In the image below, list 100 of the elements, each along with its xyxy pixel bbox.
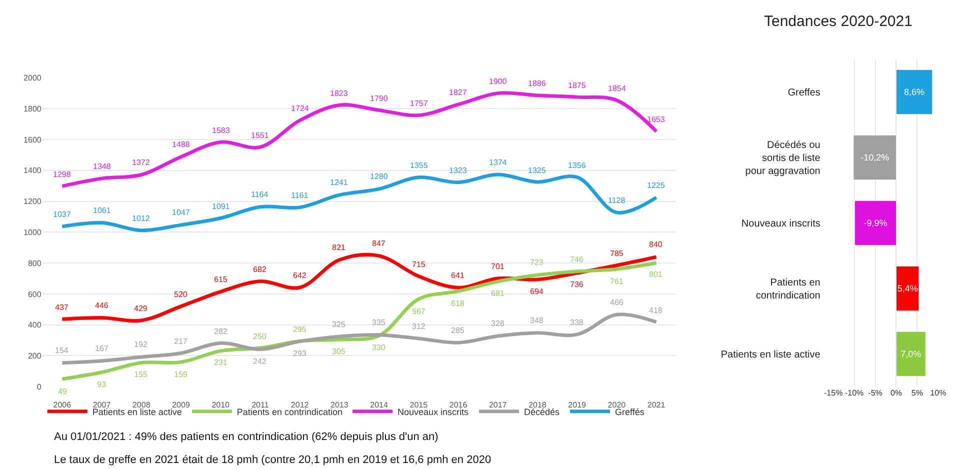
chart-title: Tendances 2020-2021	[764, 13, 912, 30]
data-label: 761	[610, 277, 624, 286]
data-label: 1012	[132, 214, 150, 223]
data-label: 1900	[489, 77, 508, 86]
data-label: 1225	[647, 181, 666, 190]
text: Le taux de greffe en 2021 était de 18 pmh (contre 20,1 pmh en 2019 et 16,6 pmh en 2020	[54, 454, 492, 466]
data-label: 1161	[291, 191, 309, 200]
data-label: 1488	[172, 140, 190, 149]
data-label: 5,4%	[897, 283, 918, 294]
data-label: 615	[214, 275, 228, 284]
y-tick-label: 1400	[24, 166, 42, 176]
data-label: 192	[134, 340, 148, 349]
data-label: 520	[174, 290, 188, 299]
legend-label: Décédés	[524, 406, 560, 417]
data-label: 312	[412, 322, 426, 331]
data-label: 821	[332, 243, 346, 252]
data-label: 1374	[489, 158, 508, 167]
bar	[853, 135, 896, 180]
data-label: 1823	[330, 89, 348, 98]
data-label: -10,2%	[860, 152, 890, 163]
data-label: 1047	[172, 208, 190, 217]
data-label: 1724	[291, 104, 310, 113]
y-tick-label: 0	[36, 382, 42, 392]
data-label: 1348	[93, 162, 112, 171]
data-label: 1583	[212, 126, 230, 135]
y-tick-label: 200	[28, 352, 42, 361]
data-label: 155	[134, 370, 148, 379]
data-label: 330	[372, 343, 386, 352]
data-label: 1091	[212, 202, 230, 211]
data-label: 231	[214, 358, 228, 367]
data-label: 429	[134, 304, 148, 313]
data-label: 618	[451, 299, 465, 308]
data-label: 1325	[528, 166, 546, 175]
text: Au 01/01/2021 : 49% des patients en contrindication (62% depuis plus d'un an)	[54, 431, 438, 443]
x-tick-label: 2010	[212, 400, 230, 410]
x-tick-label: 2014	[370, 400, 388, 410]
data-label: 840	[649, 240, 663, 249]
data-label: 295	[293, 325, 307, 334]
data-label: 1241	[330, 178, 348, 187]
y-tick-label: 800	[28, 258, 42, 268]
data-label: 1854	[608, 84, 626, 93]
data-label: 642	[293, 271, 307, 280]
data-label: 335	[372, 318, 386, 327]
data-label: 167	[95, 344, 109, 353]
x-tick-label: 2006	[53, 400, 72, 410]
data-label: 348	[530, 316, 544, 325]
data-label: 466	[610, 298, 624, 307]
data-label: 1128	[608, 196, 626, 205]
data-label: 681	[491, 289, 505, 298]
data-label: 701	[491, 262, 505, 271]
y-tick-label: 1000	[24, 228, 42, 237]
y-tick-label: Nouveaux inscrits	[741, 218, 820, 230]
data-label: 1886	[528, 79, 546, 88]
data-label: 682	[253, 265, 267, 274]
y-tick-label: 2000	[24, 74, 42, 83]
bar	[896, 331, 926, 376]
data-label: 217	[174, 337, 188, 346]
data-label: 7,0%	[900, 348, 922, 359]
x-tick-label: 5%	[911, 388, 923, 398]
data-label: 785	[610, 249, 624, 258]
data-label: 1355	[410, 161, 428, 170]
x-tick-label: 2017	[488, 400, 508, 410]
x-tick-label: -10%	[844, 388, 864, 398]
data-label: 1790	[370, 94, 388, 103]
y-tick-label: 600	[28, 290, 42, 299]
x-tick-label: 2021	[647, 400, 666, 410]
data-label: 1551	[251, 131, 270, 140]
bar	[896, 266, 920, 311]
x-tick-label: 2019	[568, 400, 587, 410]
data-label: 847	[372, 239, 386, 248]
data-label: 1653	[647, 115, 666, 124]
data-label: 242	[253, 357, 267, 366]
data-label: 250	[253, 332, 267, 341]
data-label: 694	[530, 287, 544, 296]
y-tick-label: Greffes	[788, 88, 820, 99]
x-tick-label: 10%	[930, 388, 946, 398]
data-label: 159	[174, 370, 188, 379]
data-label: 154	[55, 346, 69, 355]
bar	[854, 200, 896, 246]
data-label: 1164	[251, 190, 269, 199]
data-label: 746	[570, 255, 584, 264]
x-tick-label: -5%	[868, 388, 882, 398]
y-tick-label: 400	[28, 320, 42, 330]
data-label: 93	[97, 380, 106, 389]
data-label: 801	[649, 270, 663, 279]
data-label: 1061	[93, 206, 112, 215]
y-tick-label: Patients en contrindication	[756, 277, 820, 302]
data-label: 1356	[568, 161, 586, 170]
y-tick-label: Décédés ou sortis de liste pour aggravation	[742, 140, 821, 178]
data-label: -9,9%	[864, 218, 888, 228]
data-label: 1323	[449, 166, 468, 175]
data-label: 8,6%	[904, 87, 925, 98]
data-label: 325	[332, 320, 346, 329]
data-label: 305	[332, 347, 346, 356]
data-label: 1372	[132, 158, 150, 167]
data-label: 1875	[568, 81, 586, 90]
x-tick-label: 0%	[890, 388, 902, 398]
y-tick-label: 1600	[24, 135, 42, 144]
data-label: 328	[491, 319, 505, 328]
bar	[896, 70, 933, 115]
